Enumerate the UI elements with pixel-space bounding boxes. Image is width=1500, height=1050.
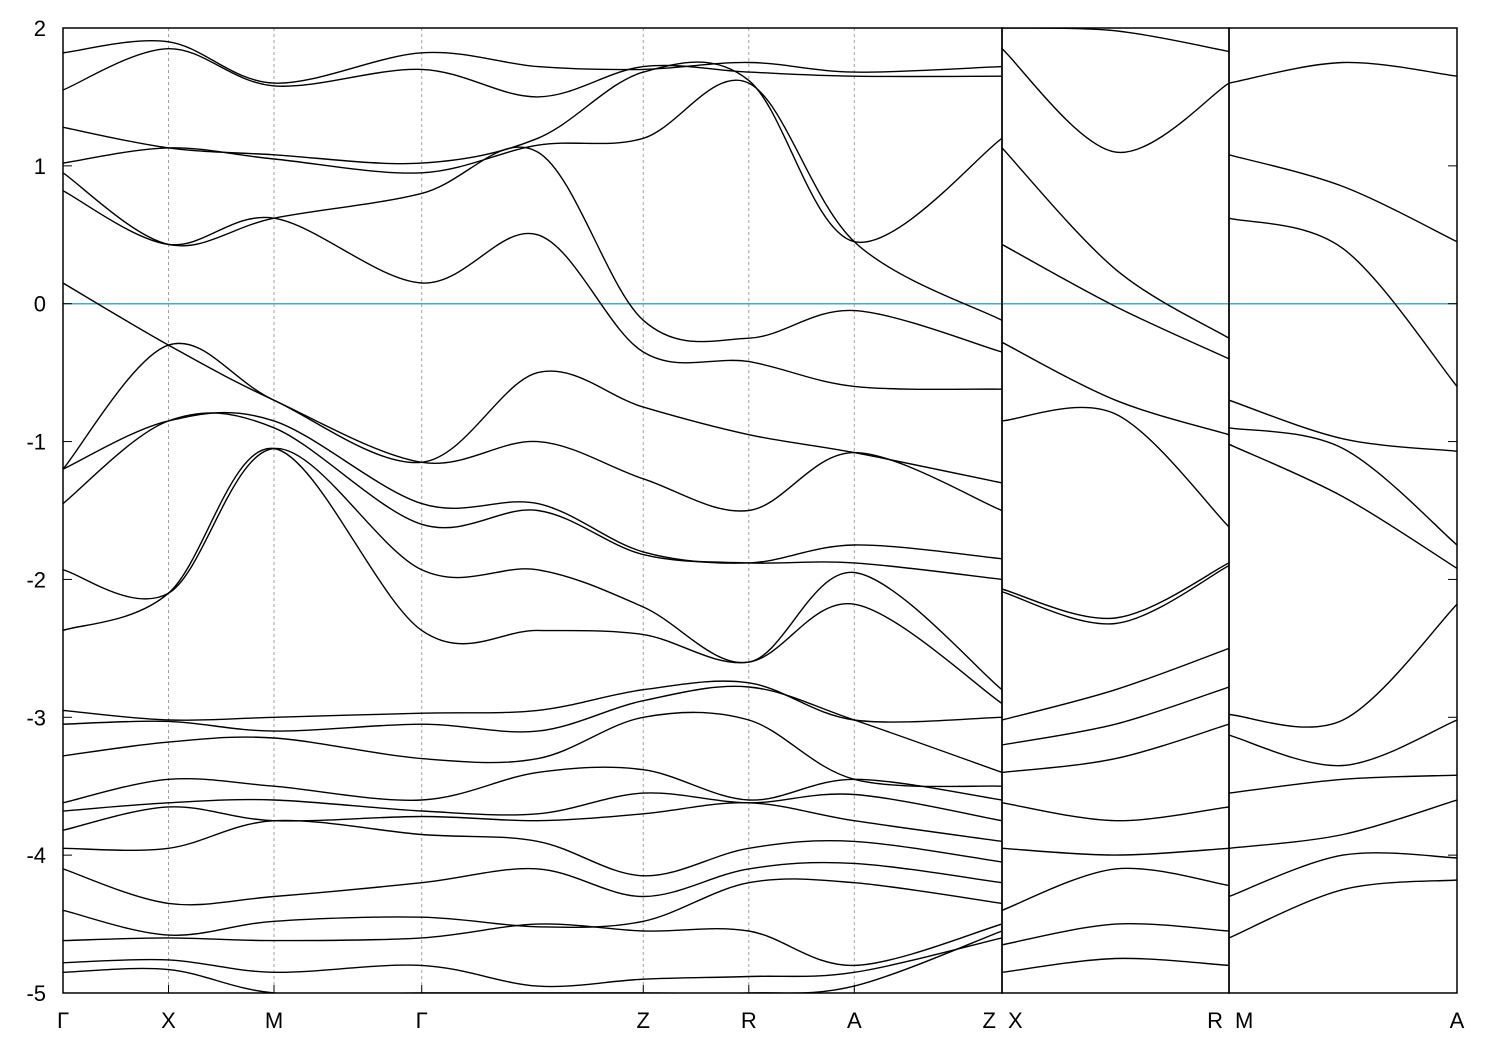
band-line bbox=[63, 819, 1002, 877]
kpoint-label: Γ bbox=[57, 1008, 69, 1033]
kpoint-label: A bbox=[1450, 1008, 1465, 1033]
band-panel-0 bbox=[63, 40, 1002, 993]
band-line bbox=[63, 937, 1002, 988]
y-tick-label: 2 bbox=[34, 16, 46, 41]
band-line bbox=[63, 923, 1002, 967]
band-line bbox=[1229, 774, 1457, 794]
kpoint-label: X bbox=[161, 1008, 176, 1033]
band-line bbox=[63, 47, 1002, 98]
band-line bbox=[63, 802, 1002, 843]
band-line bbox=[63, 40, 1002, 84]
kpoint-label: Z bbox=[637, 1008, 650, 1033]
kpoint-label: Γ bbox=[416, 1008, 428, 1033]
kpoint-gridlines bbox=[168, 28, 855, 993]
band-line bbox=[63, 711, 1002, 788]
band-line bbox=[63, 766, 1002, 804]
band-line bbox=[63, 792, 1002, 822]
band-line bbox=[63, 61, 1002, 243]
band-lines bbox=[63, 28, 1457, 993]
kpoint-label: R bbox=[741, 1008, 757, 1033]
band-line bbox=[63, 930, 1002, 993]
band-line bbox=[1002, 406, 1229, 528]
y-tick-label: -1 bbox=[26, 430, 46, 455]
band-line bbox=[1229, 443, 1457, 569]
band-line bbox=[1002, 48, 1229, 153]
kpoint-label: M bbox=[265, 1008, 283, 1033]
band-line bbox=[1002, 867, 1229, 911]
kpoint-label: Z bbox=[983, 1008, 996, 1033]
band-line bbox=[63, 878, 1002, 936]
band-line bbox=[63, 861, 1002, 906]
y-tick-label: -4 bbox=[26, 843, 46, 868]
band-line bbox=[1229, 852, 1457, 898]
y-axis: 2 1 0 -1 -2 -3 -4 -5 bbox=[26, 16, 1457, 1006]
band-line bbox=[1229, 399, 1457, 452]
band-line bbox=[1002, 847, 1229, 856]
band-line bbox=[1229, 603, 1457, 728]
band-line bbox=[63, 190, 1002, 391]
band-line bbox=[1002, 243, 1229, 360]
band-line bbox=[1002, 923, 1229, 946]
band-line bbox=[1002, 562, 1229, 620]
band-line bbox=[1229, 799, 1457, 849]
band-line bbox=[1002, 564, 1229, 625]
band-line bbox=[1229, 217, 1457, 387]
band-line bbox=[63, 447, 1002, 691]
band-line bbox=[63, 146, 1002, 353]
band-line bbox=[1229, 61, 1457, 84]
y-tick-label: -5 bbox=[26, 981, 46, 1006]
band-line bbox=[1002, 147, 1229, 339]
kpoint-label: A bbox=[847, 1008, 862, 1033]
band-line bbox=[1002, 957, 1229, 973]
y-tick-label: 0 bbox=[34, 292, 46, 317]
band-line bbox=[63, 342, 1002, 512]
band-line bbox=[1229, 427, 1457, 546]
band-line bbox=[1002, 686, 1229, 746]
band-line bbox=[63, 412, 1002, 581]
panel-frames bbox=[62, 27, 1458, 994]
band-line bbox=[63, 411, 1002, 564]
band-line bbox=[63, 282, 1002, 484]
band-line bbox=[1002, 802, 1229, 822]
y-tick-label: 1 bbox=[34, 154, 46, 179]
kpoint-label: R bbox=[1207, 1008, 1223, 1033]
y-tick-label: -2 bbox=[26, 567, 46, 592]
band-line bbox=[1002, 647, 1229, 721]
band-line bbox=[1229, 719, 1457, 767]
kpoint-label: M bbox=[1235, 1008, 1253, 1033]
band-line bbox=[63, 447, 1002, 705]
panel-frame bbox=[1228, 27, 1458, 994]
band-panel-2 bbox=[1229, 61, 1457, 939]
band-line bbox=[1002, 723, 1229, 774]
band-line bbox=[63, 685, 1002, 774]
y-tick-label: -3 bbox=[26, 705, 46, 730]
band-line bbox=[63, 680, 1002, 723]
band-line bbox=[1229, 154, 1457, 243]
kpoint-label: X bbox=[1008, 1008, 1023, 1033]
band-line bbox=[1229, 879, 1457, 939]
band-line bbox=[1002, 341, 1229, 436]
